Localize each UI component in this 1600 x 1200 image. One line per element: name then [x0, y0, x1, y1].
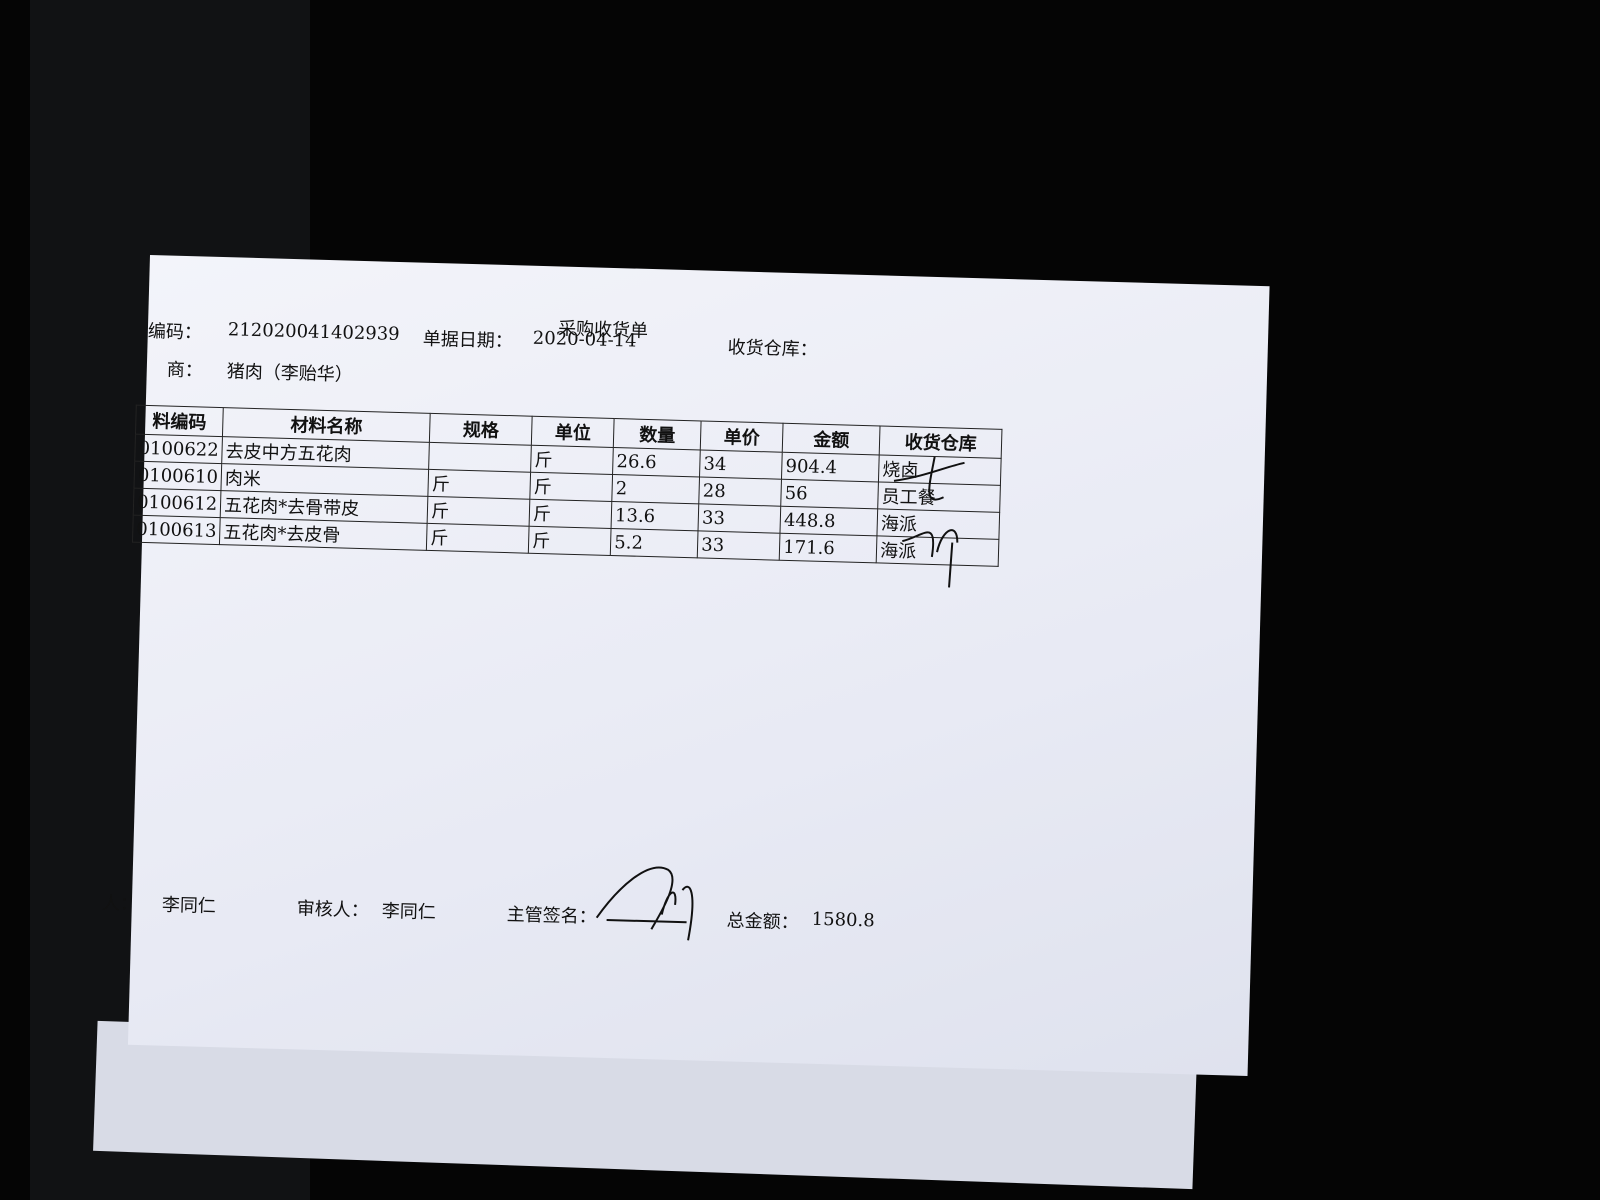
column-header: 料编码 [135, 405, 224, 437]
items-table: 料编码 材料名称 规格 单位 数量 单价 金额 收货仓库 0100622 去皮中方五花肉斤 26.6… [132, 405, 1003, 567]
maker-label: 人： [101, 892, 139, 915]
maker: 李同仁 [161, 894, 217, 918]
column-header: 数量 [613, 418, 702, 450]
cell-code: 0100622 [134, 434, 223, 464]
cell-amount: 56 [780, 479, 879, 509]
cell-price: 33 [697, 530, 781, 561]
cell-name: 五花肉*去皮骨 [219, 517, 428, 551]
cell-spec: 斤 [426, 523, 530, 554]
date: 2020-04-14 [532, 327, 637, 352]
supplier-label: 商： [166, 359, 204, 382]
cell-price: 34 [699, 449, 783, 480]
reviewer: 李同仁 [381, 900, 437, 924]
cell-unit: 斤 [530, 472, 613, 502]
cell-qty: 5.2 [610, 528, 699, 558]
cell-amount: 904.4 [781, 452, 880, 482]
warehouse-label: 收货仓库： [727, 337, 818, 361]
cell-code: 0100613 [132, 515, 221, 545]
cell-unit: 斤 [528, 526, 612, 556]
cell-code: 0100612 [133, 488, 222, 518]
supervisor-label: 主管签名： [506, 904, 597, 928]
column-header: 金额 [782, 423, 881, 455]
cell-amount: 448.8 [780, 506, 878, 536]
cell-price: 28 [698, 476, 782, 507]
cell-spec: 斤 [428, 469, 531, 500]
cell-price: 33 [698, 503, 781, 534]
code-label: 编码： [147, 320, 203, 344]
column-header: 单价 [700, 420, 784, 453]
cell-qty: 2 [611, 474, 700, 504]
supervisor-signature [595, 866, 694, 941]
cell-spec [428, 442, 532, 473]
cell-qty: 13.6 [611, 501, 699, 531]
cell-spec: 斤 [427, 496, 531, 527]
supplier: 猪肉（李贻华） [226, 361, 354, 386]
total: 1580.8 [811, 908, 875, 932]
signature [893, 456, 965, 588]
cell-qty: 26.6 [612, 447, 701, 477]
total-label: 总金额： [726, 910, 799, 934]
column-header: 规格 [429, 413, 533, 446]
code: 212020041402939 [227, 319, 400, 345]
date-label: 单据日期： [422, 328, 514, 353]
cell-unit: 斤 [530, 445, 614, 475]
receipt-paper: 采购收货单 编码： 212020041402939 单据日期： 2020-04-… [102, 255, 1270, 1076]
column-header: 单位 [531, 416, 615, 448]
cell-amount: 171.6 [779, 533, 878, 563]
cell-unit: 斤 [529, 499, 612, 529]
reviewer-label: 审核人： [296, 898, 370, 922]
cell-code: 0100610 [133, 461, 222, 491]
